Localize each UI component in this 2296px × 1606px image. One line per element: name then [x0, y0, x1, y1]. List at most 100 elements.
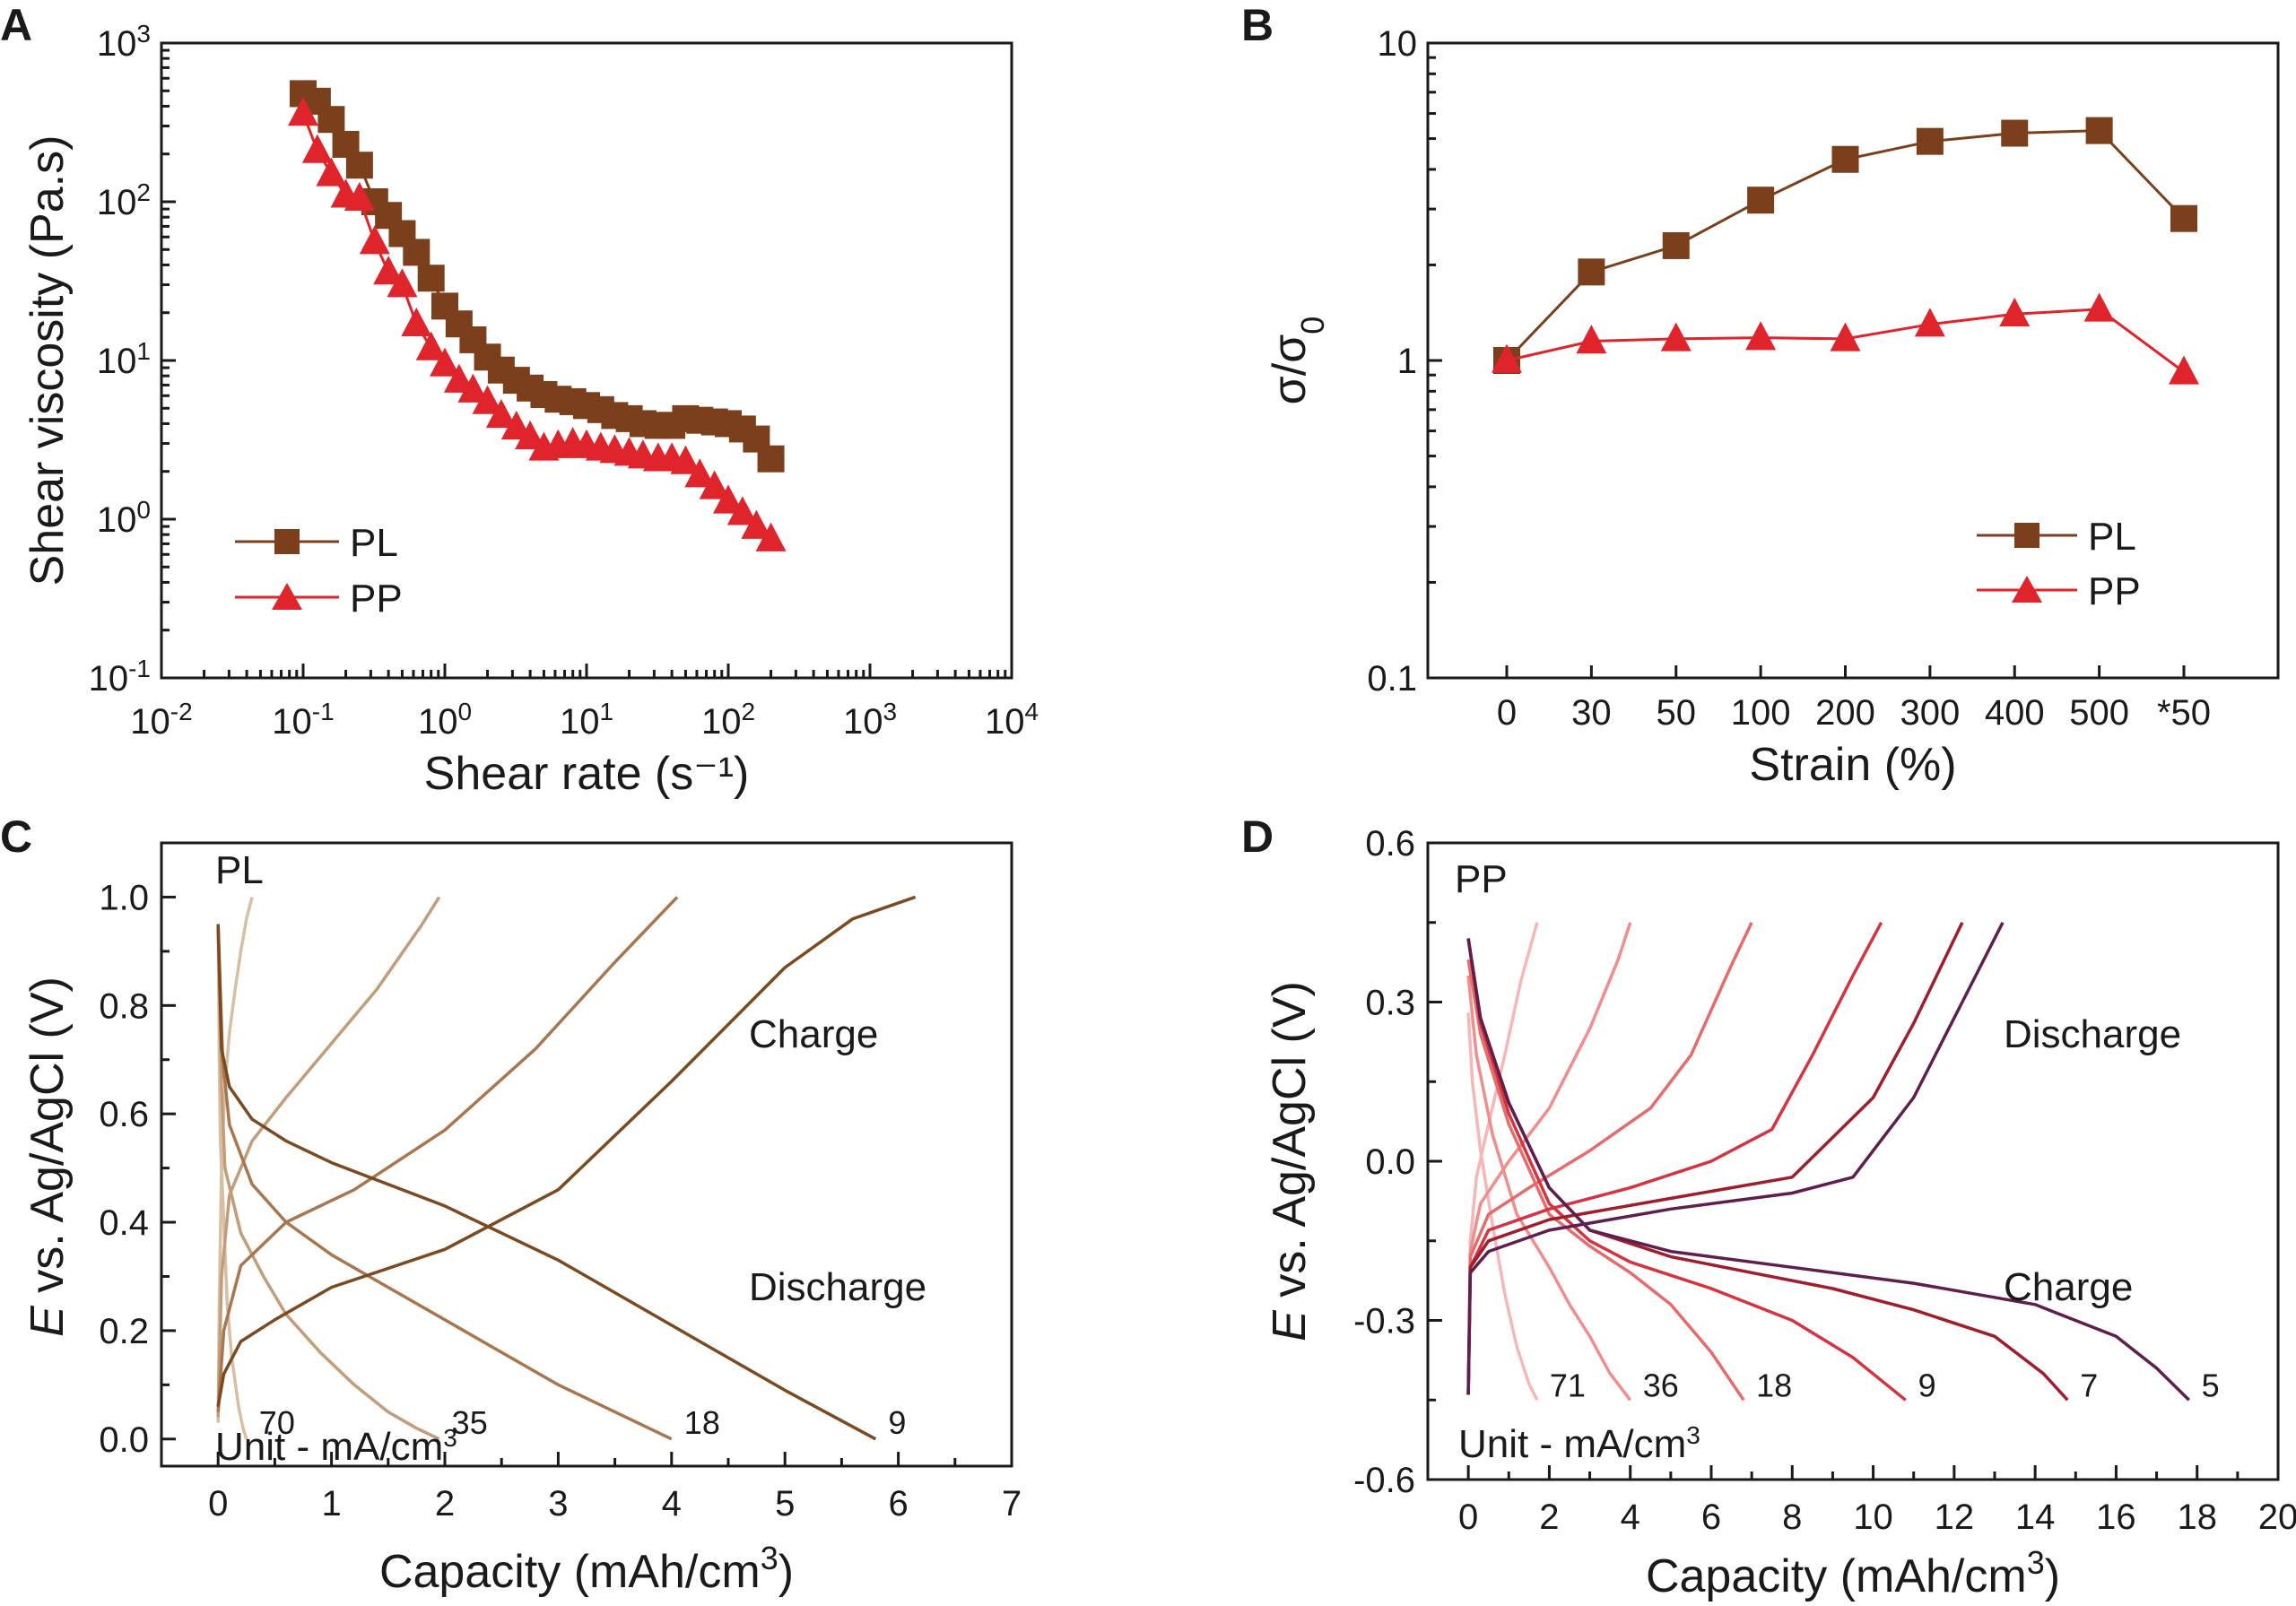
legend-marker-pp — [2012, 576, 2042, 603]
legend-label-pp: PP — [2088, 569, 2141, 613]
data-point-triangle — [1576, 325, 1607, 354]
rate-labels-d: 71 36 18 9 7 5 — [1550, 1367, 2220, 1403]
panel-letter-a: A — [0, 0, 32, 50]
annotation-charge-c: Charge — [749, 1012, 878, 1056]
curve-charge-9 — [1466, 921, 1883, 1395]
x-tick-label: 100 — [1731, 693, 1791, 733]
data-point-square — [1662, 231, 1690, 259]
plot-frame-a — [160, 41, 1013, 680]
data-point-triangle — [1830, 322, 1861, 352]
panel-letter-d: D — [1241, 812, 1274, 862]
x-tick-label: 200 — [1815, 693, 1875, 733]
legend-marker-pp — [272, 583, 302, 610]
data-point-triangle — [1999, 297, 2031, 327]
y-tick-label: 1 — [1397, 342, 1417, 381]
x-tick-label: 10 — [1853, 1497, 1893, 1537]
x-tick-label: 0 — [1458, 1497, 1478, 1537]
data-point-triangle — [684, 458, 716, 488]
data-point-triangle — [741, 509, 772, 539]
legend-label-pp: PP — [350, 577, 403, 621]
data-point-square — [1578, 258, 1605, 286]
x-tick-label: 3 — [548, 1484, 568, 1524]
x-tick-label: 5 — [775, 1484, 795, 1524]
y-tick-label: 0.0 — [1365, 1142, 1415, 1182]
curve-charge-7 — [1466, 922, 1964, 1395]
data-point-triangle — [443, 363, 474, 393]
y-tick-label: 0.6 — [99, 1095, 149, 1134]
data-point-triangle — [2169, 355, 2199, 385]
x-tick-label: 6 — [1701, 1497, 1721, 1537]
curve-charge-71 — [1466, 922, 1539, 1395]
y-tick-label: -0.3 — [1353, 1302, 1415, 1341]
data-point-triangle — [472, 385, 503, 414]
x-tick-label: *50 — [2157, 693, 2211, 733]
annotation-unit-d: Unit - mA/cm3 — [1458, 1421, 1700, 1467]
data-point-triangle — [515, 420, 546, 449]
data-point-triangle — [485, 399, 517, 429]
curve-charge-18 — [1466, 922, 1753, 1395]
curve-discharge-9 — [216, 924, 877, 1441]
panel-letter-c: C — [0, 812, 32, 862]
y-tick-label: 0.3 — [1365, 984, 1415, 1023]
data-point-triangle — [401, 307, 432, 336]
data-point-triangle — [288, 97, 318, 126]
panel-letter-b: B — [1241, 0, 1274, 50]
y-axis-label-c: E vs. Ag/AgCl (V) — [22, 977, 74, 1337]
curve-discharge-36 — [1466, 975, 1632, 1402]
data-point-square — [1747, 187, 1775, 214]
rate-label-36: 36 — [1643, 1367, 1679, 1403]
x-tick-label: 300 — [1900, 693, 1961, 733]
y-tick-label: 103 — [97, 20, 151, 65]
data-point-square — [2085, 117, 2113, 144]
legend-b: PL PP — [1977, 515, 2141, 613]
x-tick-label: 100 — [418, 698, 472, 742]
y-axis-label-d: E vs. Ag/AgCl (V) — [1264, 981, 1316, 1341]
curve-discharge-71 — [1466, 1012, 1539, 1402]
legend-label-pl: PL — [2088, 515, 2136, 559]
annotation-discharge-c: Discharge — [749, 1265, 926, 1309]
y-tick-label: 100 — [97, 496, 151, 541]
x-axis-label-d: Capacity (mAh/cm3) — [1646, 1544, 2060, 1603]
plot-frame-c — [160, 841, 1013, 1468]
data-point-square — [403, 239, 430, 266]
data-point-triangle — [2083, 292, 2115, 322]
x-tick-label: 6 — [888, 1484, 908, 1524]
curve-charge-9 — [216, 895, 917, 1407]
x-tick-label: 4 — [662, 1484, 682, 1524]
rate-label-18: 18 — [1756, 1367, 1792, 1403]
x-tick-label: 104 — [985, 698, 1039, 742]
annotation-charge-d: Charge — [2004, 1265, 2133, 1309]
y-tick-label: 102 — [97, 178, 151, 223]
y-tick-label: 0.1 — [1367, 659, 1417, 699]
y-tick-label: 10-1 — [89, 655, 151, 699]
data-point-triangle — [699, 470, 730, 499]
series-b — [1492, 117, 2199, 385]
x-tick-label: 18 — [2177, 1497, 2217, 1537]
data-point-triangle — [1914, 308, 1945, 337]
rate-label-7: 7 — [2080, 1367, 2098, 1403]
y-tick-label: 10 — [1378, 24, 1418, 64]
x-tick-label: 20 — [2258, 1497, 2296, 1537]
x-tick-label: 14 — [2015, 1497, 2056, 1537]
y-tick-label: -0.6 — [1353, 1461, 1415, 1500]
data-point-square — [2170, 204, 2197, 232]
data-point-square — [417, 265, 445, 292]
x-axis-label-a: Shear rate (s⁻¹) — [424, 748, 750, 800]
curve-charge-18 — [216, 896, 679, 1412]
x-tick-label: 500 — [2069, 693, 2129, 733]
x-tick-label: 50 — [1657, 693, 1697, 733]
x-axis-label-c: Capacity (mAh/cm3) — [379, 1540, 794, 1599]
rate-label-35: 35 — [452, 1404, 488, 1441]
x-tick-label: 12 — [1935, 1497, 1975, 1537]
rate-label-9: 9 — [888, 1404, 906, 1441]
y-tick-label: 0.8 — [99, 986, 149, 1026]
data-point-triangle — [726, 496, 758, 525]
x-tick-label: 0 — [1497, 693, 1517, 733]
rate-label-9: 9 — [1918, 1367, 1936, 1403]
legend-marker-pl — [2014, 523, 2039, 548]
data-point-triangle — [387, 268, 418, 298]
y-axis-label-a: Shear viscosity (Pa.s) — [22, 135, 74, 586]
data-point-triangle — [344, 181, 375, 212]
